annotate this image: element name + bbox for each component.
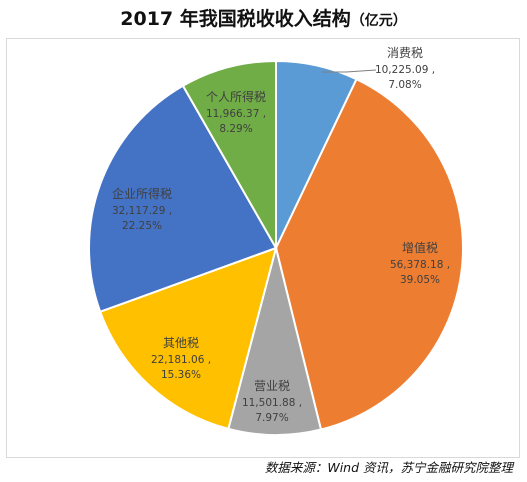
slice-percent: 15.36% xyxy=(161,369,201,381)
slice-value: 22,181.06 , xyxy=(151,354,211,366)
slice-label-3: 营业税 11,501.88 , 7.97% xyxy=(242,379,302,424)
slice-labels: 消费税 10,225.09 , 7.08% 增值税 56,378.18 , 39.05% 营… xyxy=(112,46,450,424)
chart-title: 2017 年我国税收收入结构（亿元） xyxy=(0,4,527,31)
chart-frame xyxy=(6,38,520,458)
slice-percent: 22.25% xyxy=(122,220,162,232)
slice-value: 11,501.88 , xyxy=(242,397,302,409)
slice-name: 企业所得税 xyxy=(112,186,172,201)
pie-slice-6 xyxy=(181,59,277,252)
leader-line-1 xyxy=(322,69,377,73)
slice-label-5: 企业所得税 32,117.29 , 22.25% xyxy=(112,186,172,232)
slice-name: 营业税 xyxy=(254,379,290,393)
slice-percent: 7.08% xyxy=(388,79,421,91)
slice-name: 其他税 xyxy=(163,336,199,350)
pie-slice-3 xyxy=(227,247,323,436)
pie-slice-5 xyxy=(88,84,278,314)
leader-lines xyxy=(322,69,377,73)
chart-title-unit: （亿元） xyxy=(350,13,407,29)
slice-name: 消费税 xyxy=(387,46,423,60)
slice-percent: 7.97% xyxy=(255,412,288,424)
slice-label-2: 增值税 56,378.18 , 39.05% xyxy=(390,240,450,286)
slice-percent: 39.05% xyxy=(400,274,440,286)
source-note: 数据来源：Wind 资讯，苏宁金融研究院整理 xyxy=(264,460,513,475)
slice-label-1: 消费税 10,225.09 , 7.08% xyxy=(375,46,435,91)
pie-slice-2 xyxy=(274,77,464,431)
chart-title-text: 2017 年我国税收收入结构 xyxy=(120,8,351,30)
pie-slices xyxy=(88,59,464,436)
slice-name: 增值税 xyxy=(402,240,438,255)
slice-label-4: 其他税 22,181.06 , 15.36% xyxy=(151,336,211,381)
pie-slice-4 xyxy=(98,246,278,431)
slice-value: 32,117.29 , xyxy=(112,205,172,217)
slice-value: 11,966.37 , xyxy=(206,108,266,120)
slice-name: 个人所得税 xyxy=(206,89,266,104)
slice-label-6: 个人所得税 11,966.37 , 8.29% xyxy=(206,89,266,135)
slice-percent: 8.29% xyxy=(219,123,252,135)
slice-value: 10,225.09 , xyxy=(375,64,435,76)
slice-value: 56,378.18 , xyxy=(390,259,450,271)
